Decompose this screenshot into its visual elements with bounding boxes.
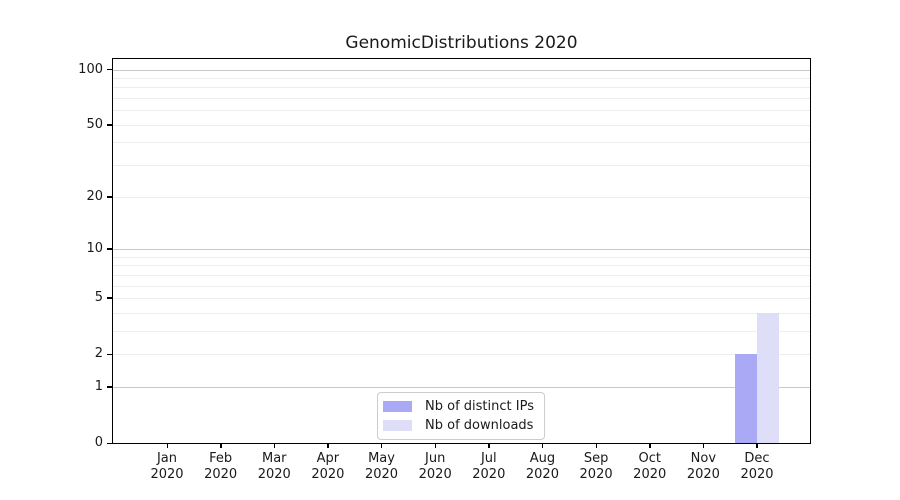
x-tick-month: Mar: [262, 451, 287, 466]
minor-gridline: [113, 165, 810, 167]
x-tick-year: 2020: [418, 467, 452, 482]
x-tick-year: 2020: [740, 467, 774, 482]
y-tick-label: 2: [94, 346, 103, 362]
y-tick-label: 50: [86, 116, 103, 132]
x-tick-year: 2020: [204, 467, 238, 482]
x-tick-label: Sep 2020: [564, 451, 628, 483]
x-tick-label: Mar 2020: [242, 451, 306, 483]
x-tick-label: May 2020: [350, 451, 414, 483]
minor-gridline: [113, 124, 810, 126]
x-tick-mark: [595, 443, 597, 448]
x-tick-label: Feb 2020: [189, 451, 253, 483]
minor-gridline: [113, 354, 810, 356]
x-tick-label: Jun 2020: [403, 451, 467, 483]
minor-gridline: [113, 256, 810, 258]
x-tick-mark: [327, 443, 329, 448]
x-tick-month: Sep: [583, 451, 609, 466]
y-tick-label: 5: [94, 289, 103, 305]
x-tick-year: 2020: [311, 467, 345, 482]
x-tick-year: 2020: [150, 467, 184, 482]
plot-area: [113, 59, 810, 443]
minor-gridline: [113, 87, 810, 89]
x-tick-mark: [381, 443, 383, 448]
y-tick-mark: [107, 69, 112, 71]
chart-title: GenomicDistributions 2020: [345, 33, 578, 53]
legend-swatch: [383, 400, 413, 412]
y-tick-mark: [107, 297, 112, 299]
x-tick-label: Jan 2020: [135, 451, 199, 483]
minor-gridline: [113, 77, 810, 79]
major-gridline: [113, 248, 810, 250]
y-tick-label: 10: [86, 240, 103, 256]
y-tick-mark: [107, 442, 112, 444]
y-tick-label: 20: [86, 188, 103, 204]
minor-gridline: [113, 98, 810, 100]
x-tick-year: 2020: [257, 467, 291, 482]
x-tick-label: Apr 2020: [296, 451, 360, 483]
y-tick-label: 0: [94, 435, 103, 450]
x-tick-mark: [273, 443, 276, 448]
x-tick-mark: [541, 443, 544, 448]
x-tick-month: Dec: [744, 451, 770, 466]
x-tick-month: Jun: [425, 451, 446, 466]
x-tick-year: 2020: [525, 467, 559, 482]
y-tick-mark: [107, 196, 112, 198]
legend-item: Nb of distinct IPs: [383, 398, 534, 414]
bar-nb-of-downloads: [756, 312, 779, 443]
major-gridline: [113, 386, 810, 388]
x-tick-mark: [434, 443, 437, 448]
minor-gridline: [113, 297, 810, 299]
x-tick-mark: [488, 443, 490, 448]
minor-gridline: [113, 110, 810, 112]
legend-label: Nb of downloads: [425, 417, 534, 433]
minor-gridline: [113, 330, 810, 332]
x-tick-month: May: [368, 451, 395, 466]
minor-gridline: [113, 285, 810, 287]
x-tick-month: Feb: [209, 451, 233, 466]
x-tick-year: 2020: [364, 467, 399, 482]
x-tick-year: 2020: [472, 467, 506, 482]
legend-swatch: [383, 419, 413, 431]
minor-gridline: [113, 142, 810, 144]
x-tick-mark: [702, 443, 705, 448]
y-tick-mark: [107, 124, 112, 126]
x-tick-mark: [220, 443, 222, 448]
x-tick-year: 2020: [686, 467, 720, 482]
minor-gridline: [113, 312, 810, 314]
legend: Nb of distinct IPs Nb of downloads: [377, 392, 545, 440]
y-tick-mark: [107, 386, 112, 388]
minor-gridline: [113, 265, 810, 267]
x-tick-year: 2020: [579, 467, 613, 482]
x-tick-month: Jul: [480, 451, 497, 466]
minor-gridline: [113, 274, 810, 276]
y-tick-label: 100: [78, 61, 103, 77]
y-tick-mark: [107, 353, 112, 355]
minor-gridline: [113, 196, 810, 198]
x-tick-label: Dec 2020: [725, 451, 789, 483]
bar-nb-of-distinct-ips: [734, 354, 757, 443]
legend-label: Nb of distinct IPs: [425, 398, 534, 414]
x-tick-mark: [166, 443, 168, 448]
x-tick-month: Nov: [690, 451, 717, 466]
x-tick-label: Oct 2020: [618, 451, 682, 483]
y-tick-label: 1: [94, 378, 103, 394]
x-tick-label: Nov 2020: [671, 451, 735, 483]
x-tick-label: Jul 2020: [457, 451, 521, 483]
x-tick-year: 2020: [633, 467, 667, 482]
x-tick-month: Apr: [316, 451, 340, 466]
x-tick-mark: [649, 443, 651, 448]
x-tick-month: Jan: [156, 451, 178, 466]
x-tick-mark: [756, 443, 758, 448]
legend-item: Nb of downloads: [383, 417, 534, 433]
x-tick-month: Aug: [529, 451, 556, 466]
x-tick-month: Oct: [638, 451, 661, 466]
y-tick-mark: [107, 248, 112, 250]
major-gridline: [113, 69, 810, 71]
x-tick-label: Aug 2020: [510, 451, 574, 483]
